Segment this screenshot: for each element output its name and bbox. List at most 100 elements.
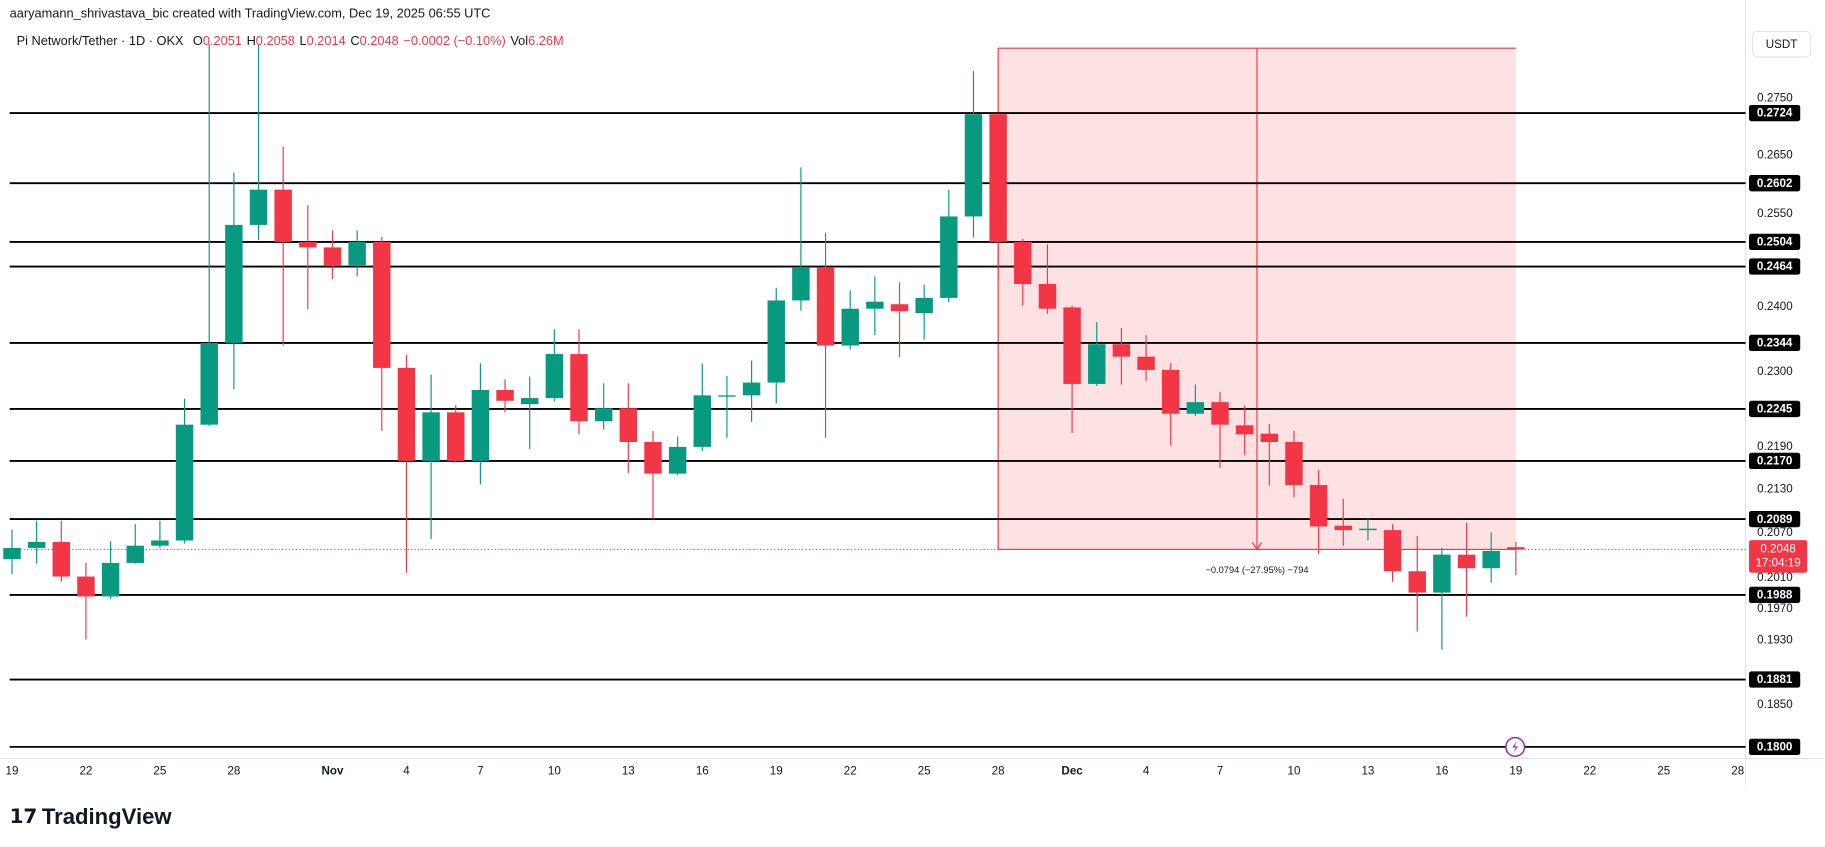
- level-label: 0.1988: [1757, 589, 1793, 602]
- y-tick-label: 0.2070: [1757, 526, 1793, 539]
- y-tick-label: 0.2130: [1757, 482, 1793, 495]
- candle-body: [126, 545, 144, 563]
- x-tick-label: 4: [1143, 764, 1150, 777]
- level-label: 0.1800: [1757, 741, 1793, 754]
- candle-body: [964, 114, 983, 217]
- candle-body: [841, 308, 859, 346]
- candle-body: [348, 241, 366, 266]
- level-label: 0.2245: [1757, 403, 1793, 416]
- candle-body: [151, 540, 169, 546]
- symbol: Pi Network/Tether · 1D · OKX: [17, 33, 184, 48]
- candle-body: [742, 382, 761, 396]
- level-label-box: [1749, 258, 1801, 275]
- candle-body: [693, 395, 712, 447]
- candle-body: [668, 446, 687, 474]
- candle-body: [225, 224, 243, 343]
- candle-body: [1112, 344, 1131, 357]
- candle-body: [1507, 547, 1525, 550]
- level-label-box: [1749, 334, 1801, 352]
- candle-body: [1161, 369, 1180, 414]
- logo-mark: 𝟭𝟳: [10, 806, 38, 828]
- candle-body: [249, 189, 268, 225]
- candle-body: [545, 354, 564, 399]
- level-label-box: [1749, 104, 1801, 122]
- candle-body: [1211, 402, 1229, 425]
- candle-body: [496, 389, 514, 401]
- x-tick-label: 28: [1731, 764, 1744, 777]
- candle-body: [299, 241, 317, 248]
- level-label-box: [1749, 175, 1801, 192]
- candle-body: [422, 412, 440, 461]
- level-label: 0.2089: [1757, 513, 1793, 526]
- level-label-box: [1749, 452, 1801, 470]
- candle-body: [792, 267, 810, 301]
- candle-body: [1457, 554, 1476, 569]
- level-label: 0.2464: [1757, 260, 1793, 273]
- x-tick-label: 28: [227, 764, 240, 777]
- x-tick-label: 25: [153, 764, 166, 777]
- candle-body: [1309, 485, 1328, 527]
- logo-text: TradingView: [42, 804, 173, 829]
- level-label-box: [1749, 233, 1801, 251]
- y-tick-label: 0.1850: [1757, 698, 1793, 711]
- level-label-box: [1749, 510, 1801, 528]
- candle-body: [52, 541, 71, 577]
- ohlc-value: 0.2058: [256, 33, 295, 48]
- attribution: aaryamann_shrivastava_bic created with T…: [10, 5, 491, 20]
- ohlc-key: O: [193, 33, 203, 48]
- candle-body: [619, 408, 638, 442]
- currency-button[interactable]: [1751, 30, 1812, 58]
- volume-key: Vol: [510, 33, 528, 48]
- ohlc-key: L: [300, 33, 307, 48]
- candle-body: [1359, 528, 1377, 531]
- currency-label[interactable]: USDT: [1766, 38, 1798, 51]
- candle-body: [77, 576, 95, 597]
- candle-body: [1186, 402, 1205, 414]
- y-tick-label: 0.1930: [1757, 633, 1793, 646]
- candle-body: [767, 300, 785, 383]
- x-tick-label: 28: [992, 764, 1005, 777]
- level-label-box: [1749, 671, 1801, 688]
- ohlc-value: 0.2048: [360, 33, 399, 48]
- volume-value: 6.26M: [528, 33, 564, 48]
- candle-body: [1260, 433, 1279, 442]
- candle-body: [644, 441, 662, 474]
- candle-body: [200, 342, 218, 425]
- candle-body: [175, 424, 194, 541]
- y-tick-label: 0.2550: [1757, 207, 1793, 220]
- candle-body: [1038, 284, 1057, 309]
- candle-body: [1482, 550, 1500, 569]
- x-tick-label: 16: [1435, 764, 1448, 777]
- x-tick-label: 10: [1288, 764, 1301, 777]
- measure-arrow-head: [1251, 542, 1263, 551]
- candle-body: [471, 389, 490, 461]
- x-tick-label: 10: [548, 764, 561, 777]
- x-tick-label: 19: [770, 764, 783, 777]
- candle-body: [101, 562, 120, 597]
- countdown: 17:04:19: [1755, 556, 1800, 569]
- level-label: 0.2724: [1757, 107, 1793, 120]
- y-tick-label: 0.2010: [1757, 571, 1793, 584]
- level-label: 0.2602: [1757, 177, 1793, 190]
- candle-body: [1014, 241, 1032, 285]
- level-label-box: [1749, 586, 1801, 604]
- x-tick-label: 4: [403, 764, 410, 777]
- candle-body: [447, 412, 465, 461]
- x-tick-label: 16: [696, 764, 709, 777]
- candle-body: [274, 189, 292, 242]
- y-tick-label: 0.2650: [1757, 148, 1793, 161]
- candle-body: [915, 297, 933, 314]
- candle-body: [816, 267, 835, 346]
- level-label-box: [1749, 400, 1801, 418]
- y-tick-label: 0.2400: [1757, 300, 1793, 313]
- level-label-box: [1749, 738, 1801, 756]
- plot-area: −0.0794 (−27.95%) −794: [3, 43, 1746, 748]
- event-icon-bolt: [1512, 741, 1519, 753]
- x-tick-label: 7: [1217, 764, 1223, 777]
- candle-body: [323, 247, 342, 266]
- y-tick-label: 0.1970: [1757, 602, 1793, 615]
- candle-body: [866, 301, 884, 309]
